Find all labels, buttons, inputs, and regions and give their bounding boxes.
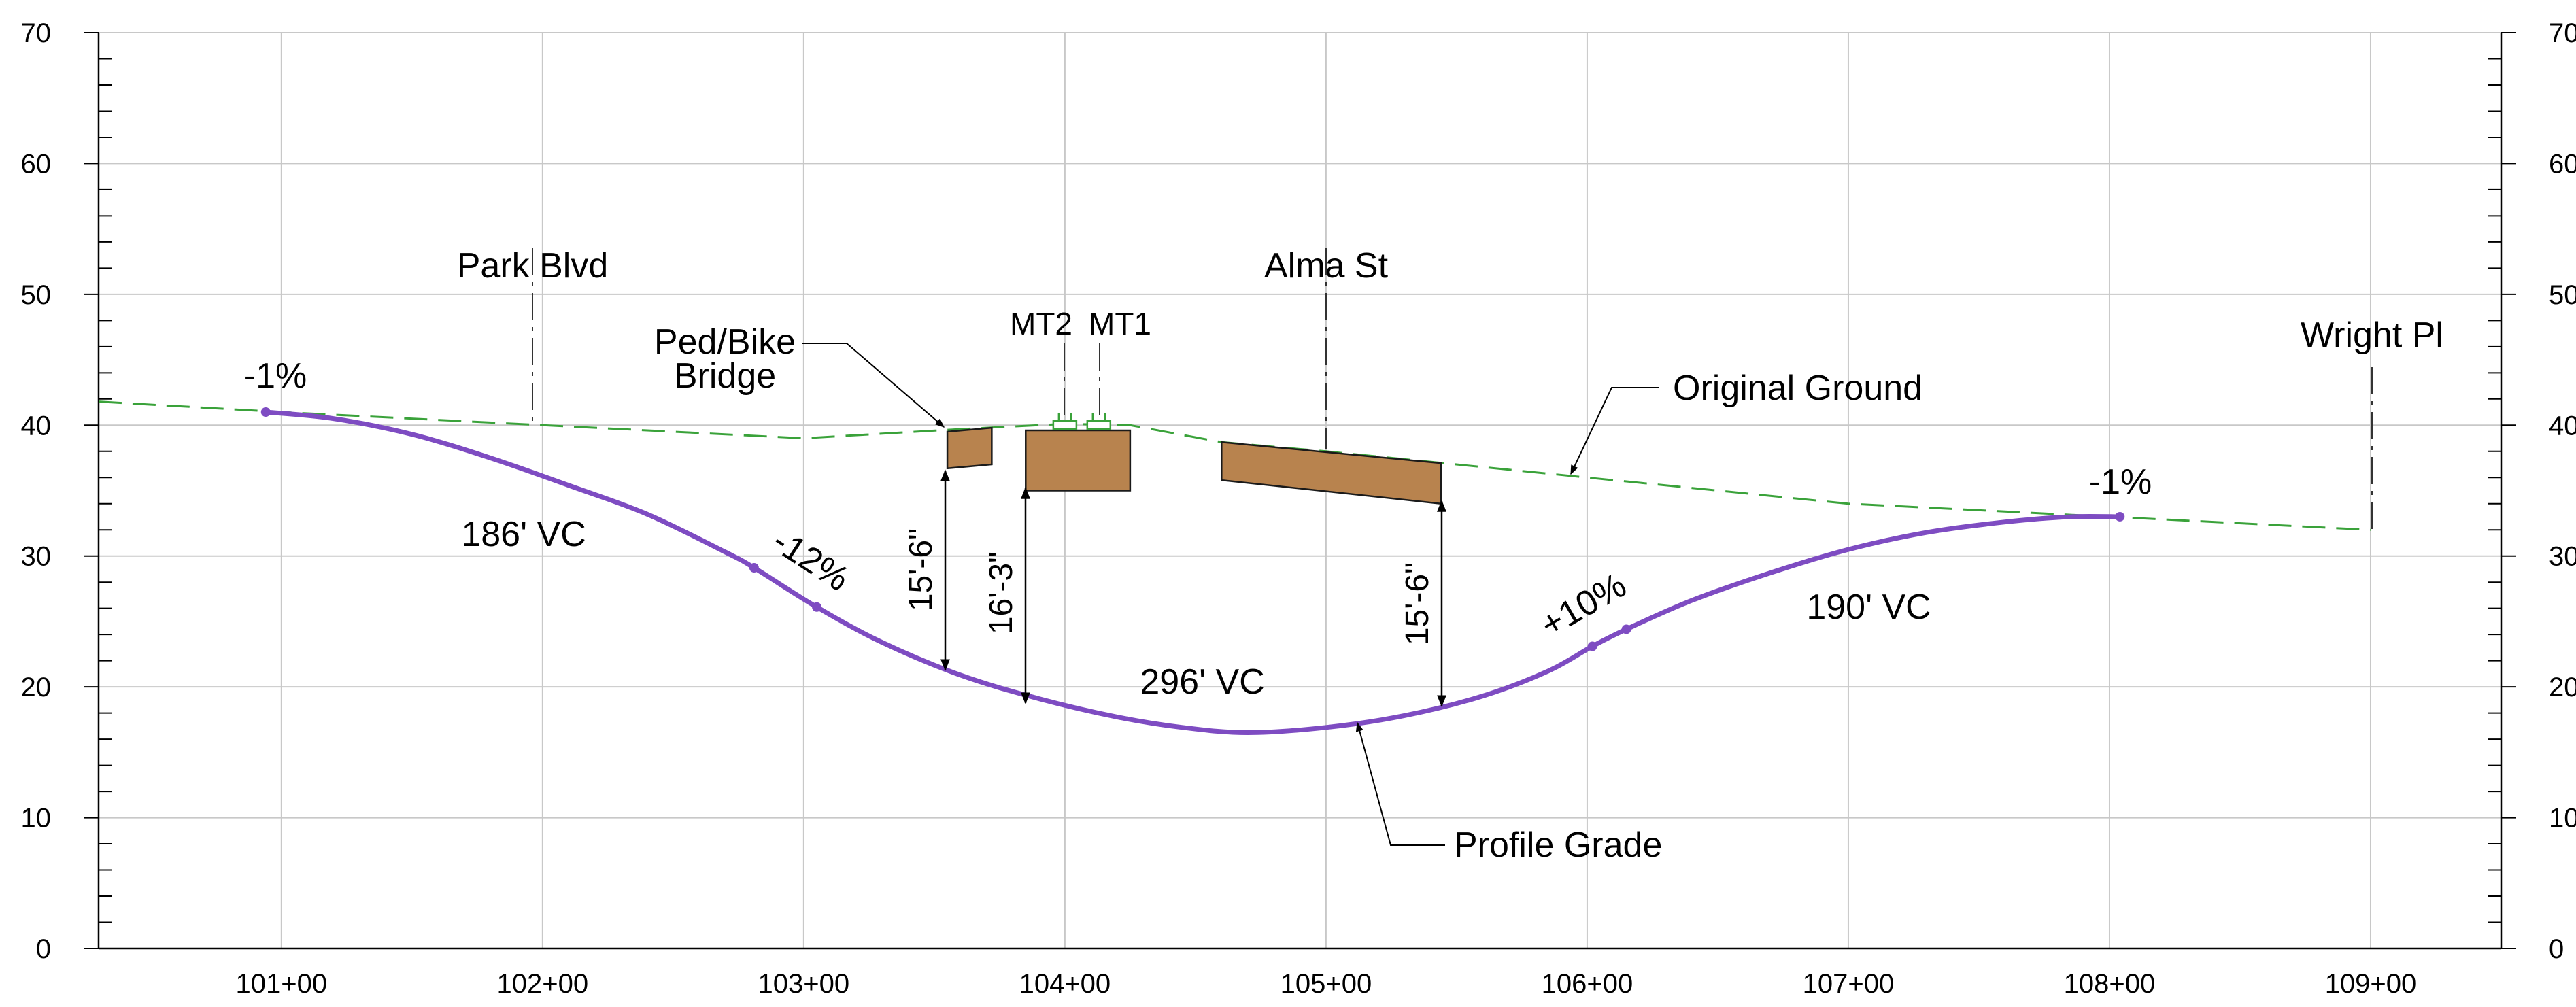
y-tick-label-left: 40	[21, 411, 52, 441]
x-tick-label: 101+00	[236, 969, 328, 999]
profile-grade-vertex	[749, 563, 759, 573]
y-tick-label-left: 0	[36, 934, 51, 964]
y-tick-label-right: 20	[2549, 672, 2576, 702]
x-tick-label: 104+00	[1019, 969, 1111, 999]
profile-grade-vertices	[260, 407, 2125, 651]
x-tick-label: 108+00	[2064, 969, 2156, 999]
ped-bike-bridge	[946, 426, 993, 470]
railroad-bridge	[1025, 429, 1132, 492]
alma-st-label: Alma St	[1264, 246, 1389, 286]
x-tick-label: 105+00	[1281, 969, 1372, 999]
x-tick-label: 106+00	[1542, 969, 1633, 999]
y-tick-label-right: 60	[2549, 149, 2576, 179]
y-tick-label-left: 10	[21, 804, 52, 834]
y-tick-label-right: 0	[2549, 934, 2564, 964]
y-tick-label-left: 20	[21, 672, 52, 702]
original-ground-label: Original Ground	[1673, 369, 1922, 408]
vc-190-label: 190' VC	[1806, 587, 1931, 627]
wright-pl-label: Wright Pl	[2301, 315, 2443, 355]
track-marker-mt1	[1086, 412, 1112, 430]
mt2-label: MT2	[1010, 306, 1072, 341]
clearance-ped-label: 15'-6"	[903, 528, 939, 611]
y-tick-label-left: 50	[21, 280, 52, 310]
profile-grade-vertex	[812, 602, 822, 612]
profile-grade-vertex	[2115, 511, 2125, 522]
y-tick-label-right: 30	[2549, 542, 2576, 572]
x-tick-label: 102+00	[497, 969, 589, 999]
x-tick-label: 109+00	[2325, 969, 2417, 999]
track-marker-mt2	[1052, 412, 1078, 430]
profile-grade-vertex	[1621, 624, 1631, 634]
vc-186-label: 186' VC	[461, 515, 586, 554]
y-tick-label-right: 40	[2549, 411, 2576, 441]
clearance-alma-label: 15'-6"	[1400, 562, 1436, 645]
grid-lines	[99, 32, 2501, 949]
x-tick-label: 103+00	[758, 969, 850, 999]
y-axis-ticks: 0 0 10 10 20 20 30 30 40 40 50 50 60 60 70 70	[21, 18, 2576, 964]
profile-grade-label: Profile Grade	[1454, 825, 1662, 865]
structures	[946, 426, 1442, 505]
grade-end-label: -1%	[2089, 462, 2152, 502]
park-blvd-label: Park Blvd	[457, 246, 609, 286]
y-tick-label-right: 70	[2549, 18, 2576, 48]
y-tick-label-left: 30	[21, 542, 52, 572]
profile-grade-line	[263, 409, 2122, 735]
y-tick-label-left: 60	[21, 149, 52, 179]
ped-bike-label-line2: Bridge	[674, 356, 776, 396]
y-tick-label-right: 10	[2549, 804, 2576, 834]
vc-296-label: 296' VC	[1140, 662, 1264, 702]
x-tick-label: 107+00	[1803, 969, 1895, 999]
ped-bike-leader	[802, 343, 945, 428]
profile-grade-leader	[1355, 721, 1445, 846]
original-ground-line	[98, 400, 2371, 531]
track-markers	[1052, 412, 1112, 430]
profile-grade-vertex	[260, 407, 271, 417]
mt1-label: MT1	[1089, 306, 1151, 341]
x-axis-ticks: 101+00 102+00 103+00 104+00 105+00 106+00 107+…	[236, 969, 2417, 999]
ped-bike-label-line1: Ped/Bike	[654, 322, 796, 362]
grade-start-label: -1%	[244, 356, 307, 396]
original-ground-leader	[1570, 387, 1659, 475]
profile-grade-vertex	[1587, 641, 1597, 651]
grade-down-label: -12%	[766, 521, 856, 599]
y-tick-label-right: 50	[2549, 280, 2576, 310]
clearance-rail-label: 16'-3"	[983, 551, 1019, 634]
y-tick-label-left: 70	[21, 18, 52, 48]
axes	[97, 33, 2503, 950]
